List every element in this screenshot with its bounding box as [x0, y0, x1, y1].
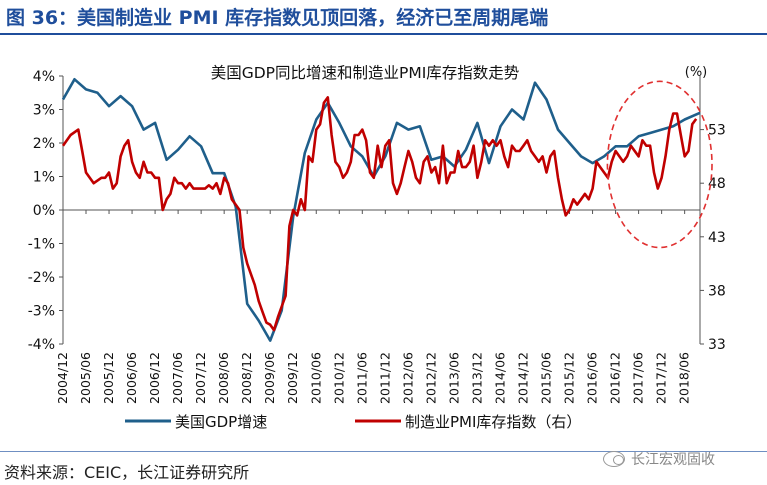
left-tick-label: 4%: [33, 69, 55, 85]
highlight-ellipse: [606, 80, 713, 249]
left-tick-label: -1%: [28, 237, 55, 253]
x-tick-label: 2008/12: [239, 352, 254, 404]
x-tick-label: 2015/12: [562, 352, 577, 404]
left-tick-label: 3%: [33, 103, 55, 119]
pmi-inventory-line: [61, 96, 698, 332]
right-tick-label: 38: [708, 283, 726, 299]
axes: -4% -3% -2% -1% 0% 1% 2% 3% 4% 33 38 43 48 53 2004/12 2…: [28, 69, 726, 404]
right-tick-label: 53: [708, 123, 726, 139]
x-tick-label: 2016/06: [585, 352, 600, 404]
x-tick-label: 2013/06: [446, 352, 461, 404]
watermark: 长江宏观固收: [603, 449, 715, 469]
x-tick-label: 2010/06: [308, 352, 323, 404]
title-divider: [0, 33, 767, 35]
x-tick-label: 2009/12: [285, 352, 300, 404]
right-tick-label: 33: [708, 337, 726, 353]
legend-label-gdp: 美国GDP增速: [175, 413, 267, 431]
chart-title: 美国GDP同比增速和制造业PMI库存指数走势: [211, 64, 520, 82]
left-tick-label: -3%: [28, 304, 55, 320]
right-axis-unit: (%): [685, 65, 708, 80]
left-tick-label: 2%: [33, 136, 55, 152]
x-tick-label: 2013/12: [469, 352, 484, 404]
gdp-pmi-chart: 美国GDP同比增速和制造业PMI库存指数走势 (%) -4% -3% -2% -1% 0…: [28, 64, 726, 431]
x-tick-label: 2004/12: [55, 352, 70, 404]
legend-label-pmi: 制造业PMI库存指数（右）: [405, 413, 581, 431]
watermark-text: 长江宏观固收: [631, 452, 715, 468]
x-tick-label: 2017/06: [631, 352, 646, 404]
left-tick-label: 0%: [33, 203, 55, 219]
left-tick-label: -4%: [28, 337, 55, 353]
left-tick-label: -2%: [28, 270, 55, 286]
x-tick-label: 2017/12: [654, 352, 669, 404]
x-tick-label: 2007/06: [170, 352, 185, 404]
x-tick-label: 2006/06: [124, 352, 139, 404]
figure-title: 图 36：美国制造业 PMI 库存指数见顶回落，经济已至周期尾端: [6, 7, 549, 29]
x-tick-label: 2005/12: [101, 352, 116, 404]
footer-divider: [0, 451, 767, 452]
x-tick-label: 2016/12: [608, 352, 623, 404]
x-tick-label: 2011/06: [354, 352, 369, 404]
legend: 美国GDP增速 制造业PMI库存指数（右）: [125, 413, 581, 431]
source-note: 资料来源：CEIC，长江证券研究所: [4, 463, 250, 482]
x-tick-label: 2014/06: [492, 352, 507, 404]
series-lines: [61, 78, 713, 342]
wechat-icon: [603, 451, 625, 467]
x-tick-label: 2011/12: [377, 352, 392, 404]
x-tick-label: 2009/06: [262, 352, 277, 404]
x-tick-label: 2006/12: [147, 352, 162, 404]
x-tick-label: 2018/06: [677, 352, 692, 404]
right-tick-label: 48: [708, 176, 726, 192]
x-tick-label: 2008/06: [216, 352, 231, 404]
left-tick-label: 1%: [33, 170, 55, 186]
x-tick-label: 2005/06: [78, 352, 93, 404]
x-tick-label: 2012/12: [423, 352, 438, 404]
x-tick-label: 2015/06: [539, 352, 554, 404]
gdp-growth-line: [61, 78, 701, 342]
x-tick-label: 2014/12: [515, 352, 530, 404]
right-tick-label: 43: [708, 230, 726, 246]
x-tick-label: 2010/12: [331, 352, 346, 404]
x-tick-label: 2012/06: [400, 352, 415, 404]
x-tick-label: 2007/12: [193, 352, 208, 404]
